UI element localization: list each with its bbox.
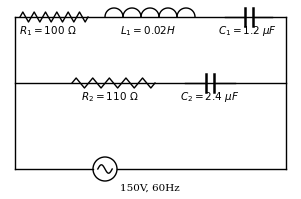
Text: 150V, 60Hz: 150V, 60Hz	[120, 184, 180, 193]
Text: $C_2 = 2.4\ \mu F$: $C_2 = 2.4\ \mu F$	[180, 90, 240, 104]
Text: $L_1 = 0.02H$: $L_1 = 0.02H$	[120, 24, 176, 38]
Text: $C_1 = 1.2\ \mu F$: $C_1 = 1.2\ \mu F$	[218, 24, 276, 38]
Text: $R_1 = 100\ \Omega$: $R_1 = 100\ \Omega$	[19, 24, 77, 38]
Text: $R_2 = 110\ \Omega$: $R_2 = 110\ \Omega$	[81, 90, 139, 104]
